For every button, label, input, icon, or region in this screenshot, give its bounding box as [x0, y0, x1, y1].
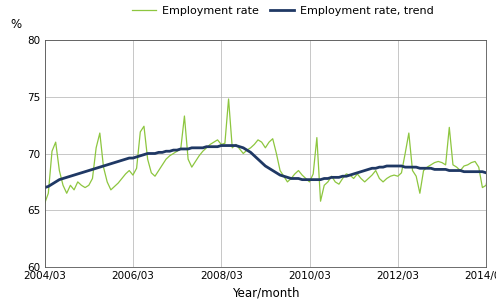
- Employment rate: [42, 202, 48, 205]
- Employment rate, trend: [476, 170, 482, 173]
- Text: %: %: [10, 18, 21, 31]
- Employment rate, trend: [78, 171, 84, 175]
- X-axis label: Year/month: Year/month: [232, 287, 299, 300]
- Employment rate, trend: [119, 158, 125, 162]
- Employment rate: [468, 161, 474, 165]
- Employment rate, trend: [468, 170, 474, 173]
- Employment rate, trend: [421, 166, 427, 170]
- Employment rate: [226, 97, 232, 101]
- Employment rate: [476, 165, 482, 169]
- Employment rate, trend: [42, 186, 48, 189]
- Employment rate: [203, 146, 209, 150]
- Line: Employment rate: Employment rate: [45, 99, 496, 204]
- Line: Employment rate, trend: Employment rate, trend: [45, 146, 496, 188]
- Employment rate: [421, 169, 427, 173]
- Employment rate, trend: [203, 145, 209, 149]
- Employment rate: [78, 184, 84, 187]
- Legend: Employment rate, Employment rate, trend: Employment rate, Employment rate, trend: [132, 6, 434, 16]
- Employment rate: [119, 177, 125, 180]
- Employment rate, trend: [218, 144, 224, 147]
